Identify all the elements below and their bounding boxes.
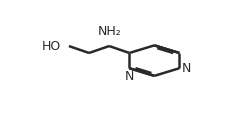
Text: NH₂: NH₂	[97, 25, 121, 38]
Text: HO: HO	[42, 40, 61, 53]
Text: N: N	[181, 62, 191, 75]
Text: N: N	[124, 70, 133, 83]
